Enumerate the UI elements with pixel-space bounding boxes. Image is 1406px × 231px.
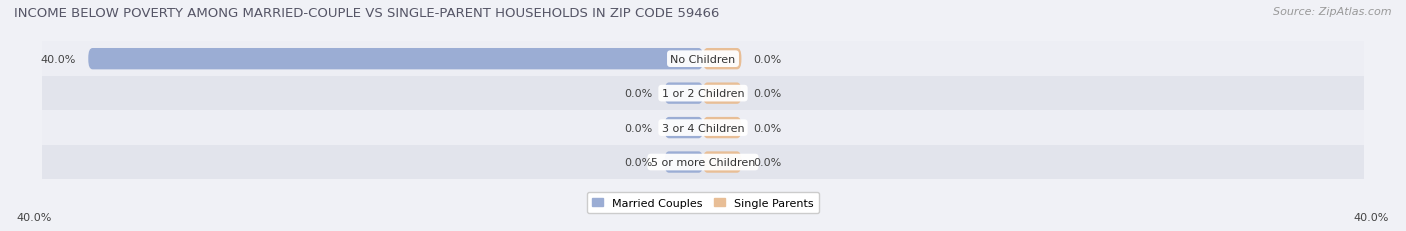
- Text: 0.0%: 0.0%: [754, 55, 782, 64]
- Text: 0.0%: 0.0%: [624, 89, 652, 99]
- FancyBboxPatch shape: [703, 152, 741, 173]
- Text: 0.0%: 0.0%: [754, 123, 782, 133]
- FancyBboxPatch shape: [665, 83, 703, 104]
- Text: 3 or 4 Children: 3 or 4 Children: [662, 123, 744, 133]
- Text: 0.0%: 0.0%: [624, 157, 652, 167]
- Bar: [11, 76, 1395, 111]
- FancyBboxPatch shape: [89, 49, 703, 70]
- Text: 40.0%: 40.0%: [17, 212, 52, 222]
- Text: Source: ZipAtlas.com: Source: ZipAtlas.com: [1274, 7, 1392, 17]
- Text: 1 or 2 Children: 1 or 2 Children: [662, 89, 744, 99]
- Text: No Children: No Children: [671, 55, 735, 64]
- Bar: [11, 145, 1395, 179]
- FancyBboxPatch shape: [703, 49, 741, 70]
- Text: INCOME BELOW POVERTY AMONG MARRIED-COUPLE VS SINGLE-PARENT HOUSEHOLDS IN ZIP COD: INCOME BELOW POVERTY AMONG MARRIED-COUPL…: [14, 7, 720, 20]
- FancyBboxPatch shape: [665, 152, 703, 173]
- Legend: Married Couples, Single Parents: Married Couples, Single Parents: [586, 192, 820, 213]
- Text: 5 or more Children: 5 or more Children: [651, 157, 755, 167]
- Text: 40.0%: 40.0%: [1354, 212, 1389, 222]
- FancyBboxPatch shape: [665, 117, 703, 139]
- FancyBboxPatch shape: [703, 83, 741, 104]
- Text: 0.0%: 0.0%: [754, 157, 782, 167]
- Text: 0.0%: 0.0%: [754, 89, 782, 99]
- Text: 0.0%: 0.0%: [624, 123, 652, 133]
- Bar: [11, 42, 1395, 76]
- FancyBboxPatch shape: [703, 117, 741, 139]
- Text: 40.0%: 40.0%: [41, 55, 76, 64]
- Bar: [11, 111, 1395, 145]
